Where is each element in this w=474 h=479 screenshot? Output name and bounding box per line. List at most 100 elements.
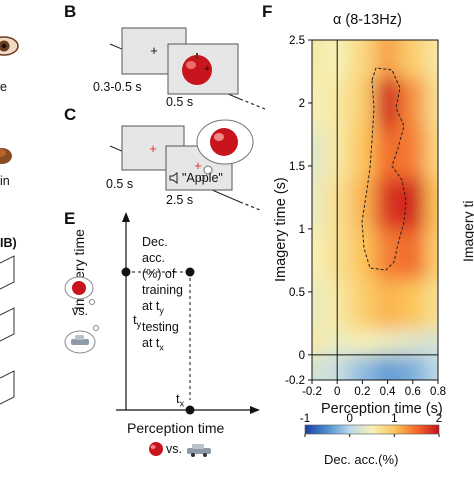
heatmap-cell [425, 279, 438, 331]
heatmap-cell [425, 228, 438, 281]
panel-c-letter: C [64, 105, 77, 124]
eye-icon [0, 36, 19, 56]
x-tick-label: 0 [334, 386, 340, 398]
heatmap-cell [312, 178, 326, 230]
x-tick-label: -0.2 [302, 386, 322, 398]
heatmap-axes: -0.2 0 0.2 0.4 0.6 0.8 -0.2 0 0.5 1 1.5 2 2.5 [285, 35, 446, 398]
y-tick-label: 2.5 [289, 35, 305, 47]
heatmap-cell [375, 279, 402, 331]
small-apple-icon [64, 276, 95, 305]
panel-a-fragment: e in IB) [0, 0, 22, 474]
heatmap-cell [349, 279, 376, 331]
heatmap-cell [375, 354, 402, 380]
heatmap-cell [425, 178, 438, 230]
x-tick-label: 0.6 [405, 386, 421, 398]
panel-e-desc-line-2: training at ty [142, 283, 183, 316]
heatmap-cell [400, 354, 427, 380]
panel-e-bottom-vs: vs. [166, 442, 182, 456]
panel-e-xlabel: Perception time [127, 420, 225, 436]
panel-a-label-fragment-2: in [0, 174, 10, 188]
panel-d-label-fragment: IB) [0, 236, 17, 250]
point-tx-ty [185, 267, 195, 277]
x-axis-label: Perception time (s) [321, 401, 443, 417]
panel-e-desc-line-1: Dec. acc. (%) of [142, 235, 176, 281]
panel-b-diagram: + + [109, 27, 266, 110]
y-tick-label: 0 [299, 350, 305, 362]
chart-title: α (8-13Hz) [333, 12, 402, 28]
svg-text:+: + [150, 43, 158, 58]
panel-e-letter: E [64, 209, 76, 228]
heatmap-cell [312, 40, 326, 79]
heatmap-cell [312, 354, 326, 380]
panel-c-diagram: + + [109, 119, 261, 211]
panel-c-fix-duration: 0.5 s [106, 177, 134, 191]
heatmap-cell [375, 40, 402, 79]
panel-c-cue-duration: 2.5 s [166, 193, 194, 207]
panel-e-desc-line-3: testing at tx [142, 319, 179, 353]
panel-e-vs-label: vs. [72, 304, 88, 318]
x-tick-label: 0.2 [354, 386, 370, 398]
heatmap-cell [312, 228, 326, 281]
head-icon [0, 148, 12, 164]
point-ty [121, 267, 131, 277]
svg-text:+: + [194, 158, 202, 173]
heatmap-cell [375, 228, 402, 281]
panel-b-letter: B [64, 2, 77, 21]
heatmap-cell [400, 178, 427, 230]
apple-icon [182, 53, 212, 85]
thought-bubble-apple-icon [196, 119, 254, 181]
bottom-apple-icon [149, 442, 163, 456]
heatmap-cell [349, 77, 376, 130]
speaker-icon [169, 172, 178, 184]
bottom-car-icon [187, 444, 211, 457]
heatmap-cell [425, 77, 438, 130]
panel-f-letter: F [262, 2, 273, 21]
small-car-icon [64, 325, 99, 354]
stack-boxes-icon [0, 255, 15, 405]
panel-b-fix-duration: 0.3-0.5 s [93, 80, 142, 94]
heatmap-cell [375, 77, 402, 130]
y-tick-label: -0.2 [285, 375, 305, 387]
heatmap-cell [400, 279, 427, 331]
heatmap-cell [400, 228, 427, 281]
heatmap-cell [312, 279, 326, 331]
heatmap-cell [400, 128, 427, 180]
point-tx [185, 405, 195, 415]
panel-b-stim-duration: 0.5 s [166, 95, 194, 109]
heatmap-cell [349, 128, 376, 180]
colorbar-tick-label: 1 [391, 413, 397, 425]
heatmap-cell [425, 354, 438, 380]
significance-contour [361, 67, 407, 271]
heatmap-cell [400, 40, 427, 79]
panel-c-sound-word: "Apple" [182, 171, 223, 185]
stimulus-screen-b: + [167, 43, 239, 95]
panel-e-description: Dec. acc. (%) of training at ty testing … [142, 234, 183, 355]
colorbar-tick-label: -1 [300, 413, 310, 425]
y-tick-label: 2 [299, 98, 305, 110]
heatmap-cell [312, 77, 326, 130]
x-tick-label: 0.4 [380, 386, 397, 398]
heatmap-cell [375, 178, 402, 230]
panel-e-ty-label: ty [133, 312, 142, 330]
y-tick-label: 0.5 [289, 287, 305, 299]
colorbar-bar [304, 424, 440, 435]
x-tick-label: 0.8 [430, 386, 446, 398]
y-tick-label: 1 [299, 224, 305, 236]
plot-frame [311, 39, 439, 381]
panel-f-side-label-fragment: Imagery ti [460, 200, 474, 262]
colorbar-label: Dec. acc.(%) [324, 452, 399, 467]
heatmap-cell [375, 128, 402, 180]
panel-e-axes [116, 212, 260, 415]
heatmap-cell [349, 354, 376, 380]
heatmap-cell [349, 178, 376, 230]
y-axis-label: Imagery time (s) [273, 177, 289, 282]
colorbar-tick-label: 0 [346, 413, 352, 425]
panel-e-icons [64, 276, 99, 354]
heatmap-cell [400, 77, 427, 130]
heatmap-cells [312, 40, 438, 380]
panel-a-label-fragment-1: e [0, 80, 7, 94]
colorbar: -1 0 1 2 [300, 413, 442, 437]
colorbar-tick-label: 2 [436, 413, 442, 425]
svg-text:+: + [149, 141, 157, 156]
